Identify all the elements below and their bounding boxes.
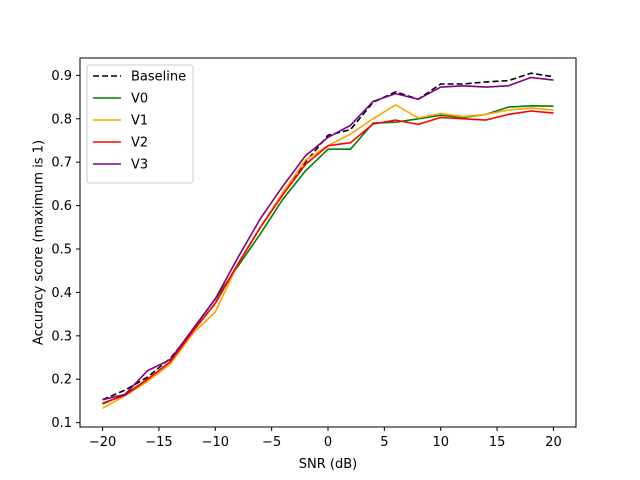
series-line-v3	[102, 76, 554, 401]
y-tick-label: 0.9	[51, 69, 72, 84]
y-tick-label: 0.1	[51, 416, 72, 431]
legend-label-baseline: Baseline	[131, 70, 186, 85]
legend: Baseline V0 V1 V2 V3	[86, 64, 194, 184]
y-axis-title: Accuracy score (maximum is 1)	[32, 140, 47, 345]
legend-label-v1: V1	[131, 114, 148, 129]
x-tick-label: −10	[202, 435, 229, 450]
y-tick-label: 0.3	[51, 329, 72, 344]
series-lines	[102, 72, 554, 409]
y-tick-label: 0.4	[51, 286, 72, 301]
legend-label-v0: V0	[131, 92, 148, 107]
x-tick-label: 20	[545, 435, 562, 450]
x-tick-label: −5	[262, 435, 281, 450]
axis-ticks: −20 −15 −10 −5 0 5 10 15 20 0.1 0.2 0.3 0.4 0.5 0.6 0.7…	[51, 69, 561, 450]
y-tick-label: 0.5	[51, 243, 72, 258]
y-tick-label: 0.2	[51, 373, 72, 388]
legend-label-v2: V2	[131, 136, 148, 151]
x-tick-label: 0	[324, 435, 332, 450]
x-tick-label: 15	[489, 435, 506, 450]
y-tick-label: 0.7	[51, 156, 72, 171]
y-tick-label: 0.6	[51, 199, 72, 214]
legend-box	[86, 64, 194, 184]
axes-frame	[79, 57, 577, 428]
x-tick-label: −15	[145, 435, 172, 450]
y-tick-label: 0.8	[51, 112, 72, 127]
series-line-v2	[102, 110, 554, 404]
x-axis-title: SNR (dB)	[299, 457, 357, 472]
legend-label-v3: V3	[131, 158, 148, 173]
x-tick-label: 10	[432, 435, 449, 450]
x-tick-label: −20	[89, 435, 116, 450]
x-tick-label: 5	[380, 435, 388, 450]
